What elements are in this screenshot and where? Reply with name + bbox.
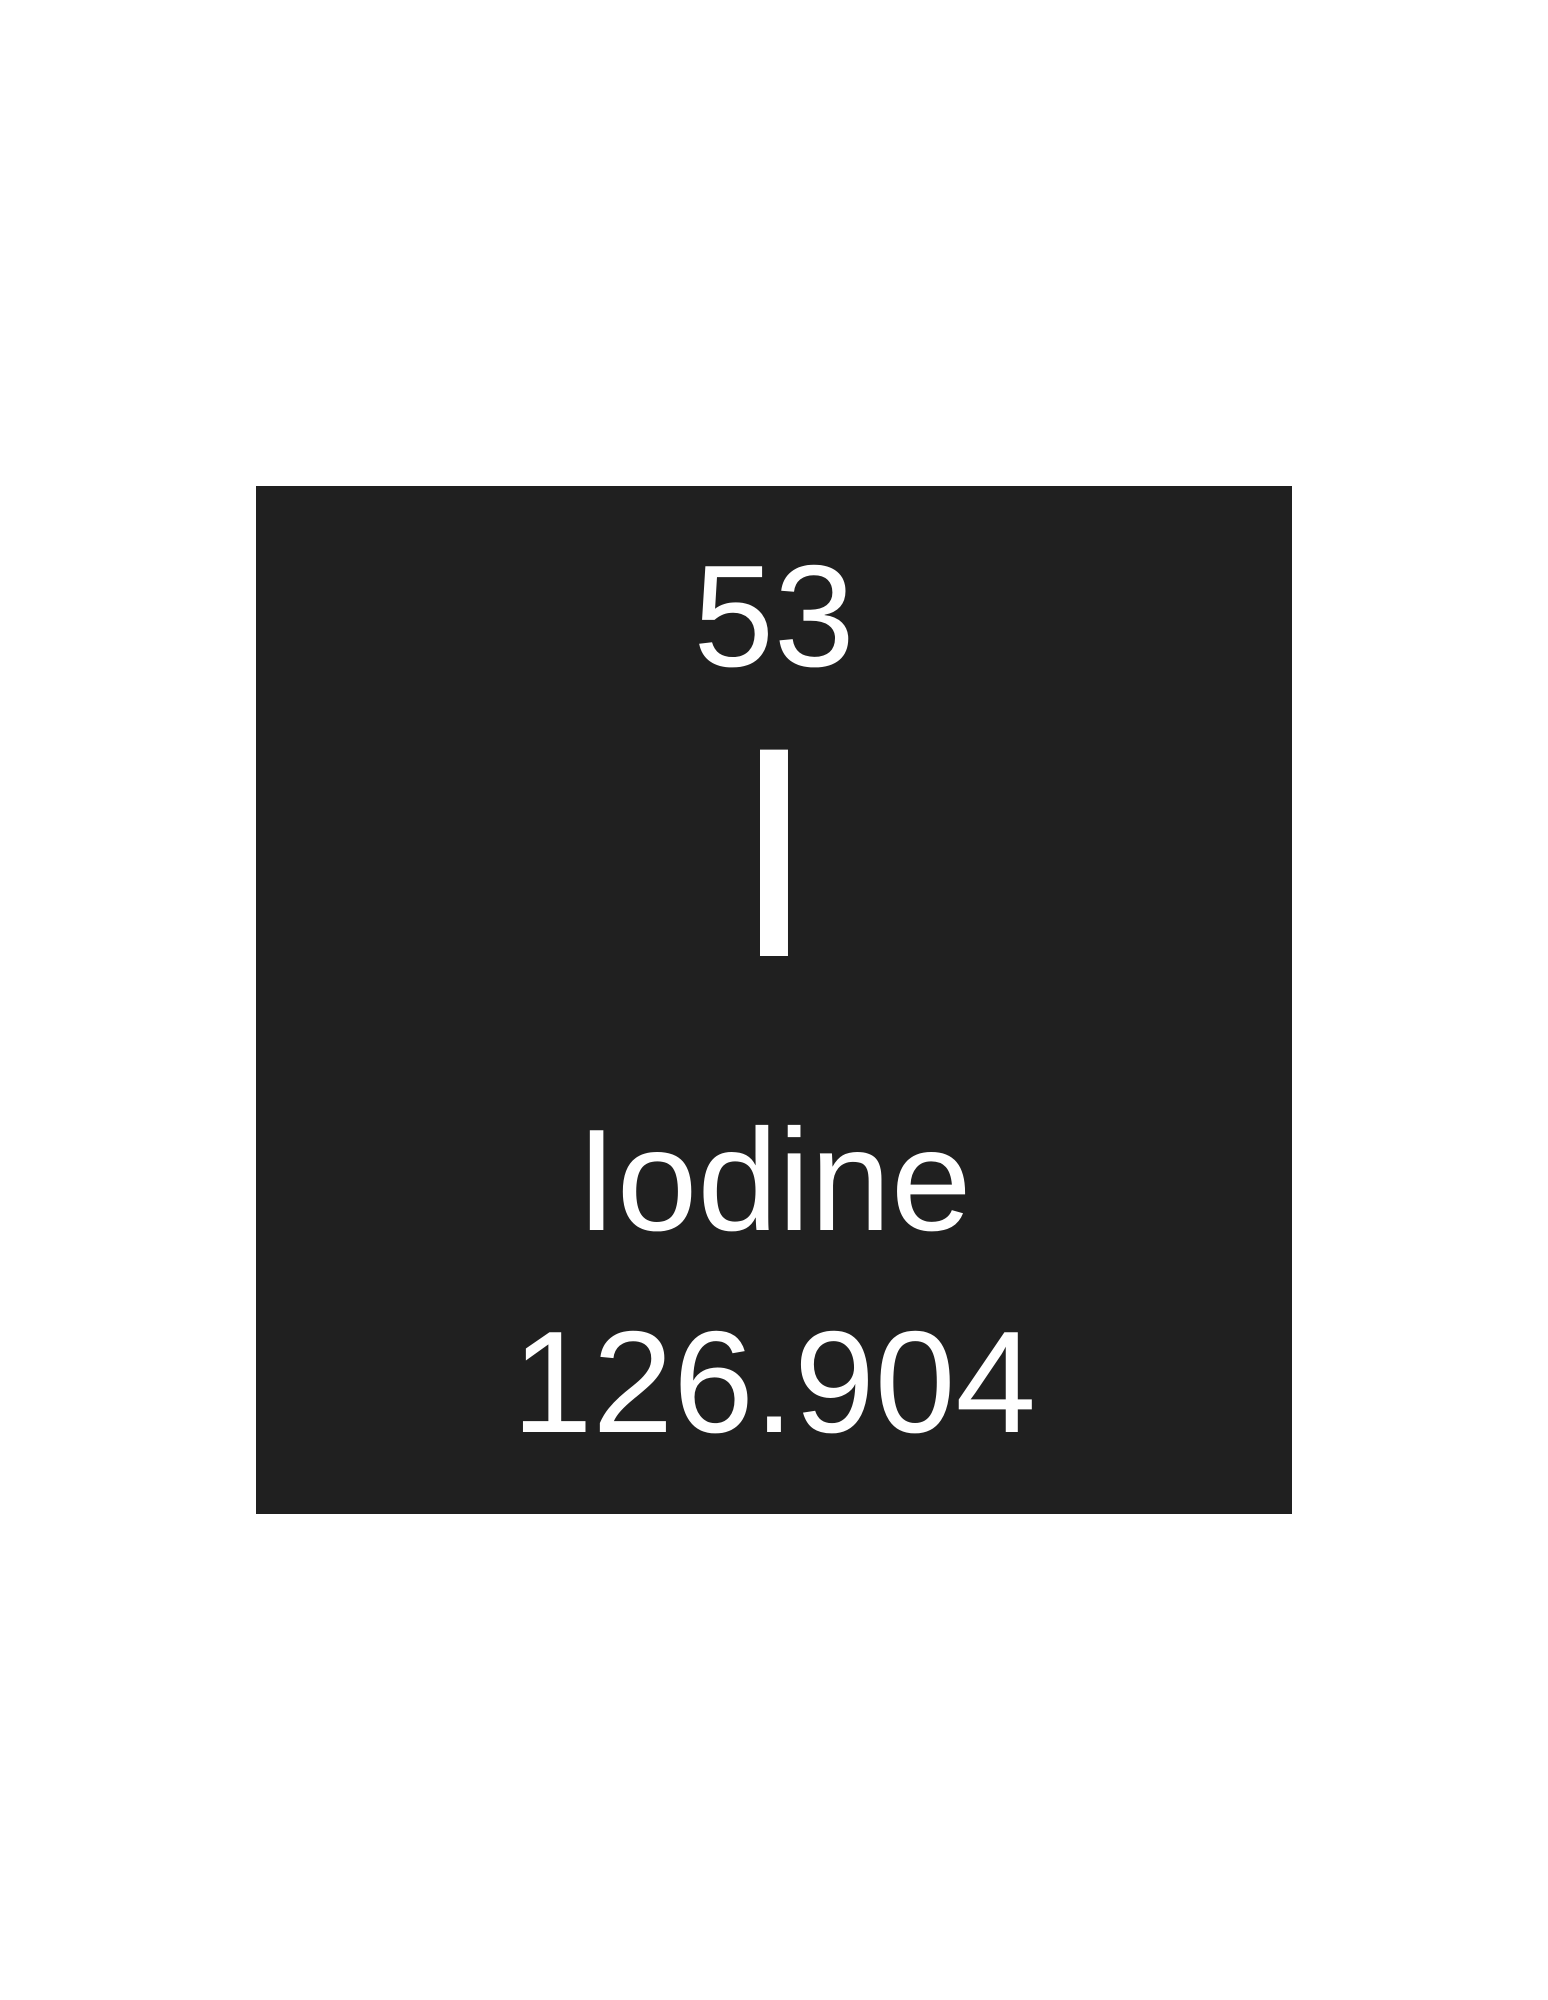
atomic-mass: 126.904 [511,1301,1037,1463]
element-tile: 53 I Iodine 126.904 [256,486,1292,1514]
element-symbol: I [732,684,816,1020]
atomic-number: 53 [693,535,855,697]
element-name: Iodine [576,1099,972,1261]
